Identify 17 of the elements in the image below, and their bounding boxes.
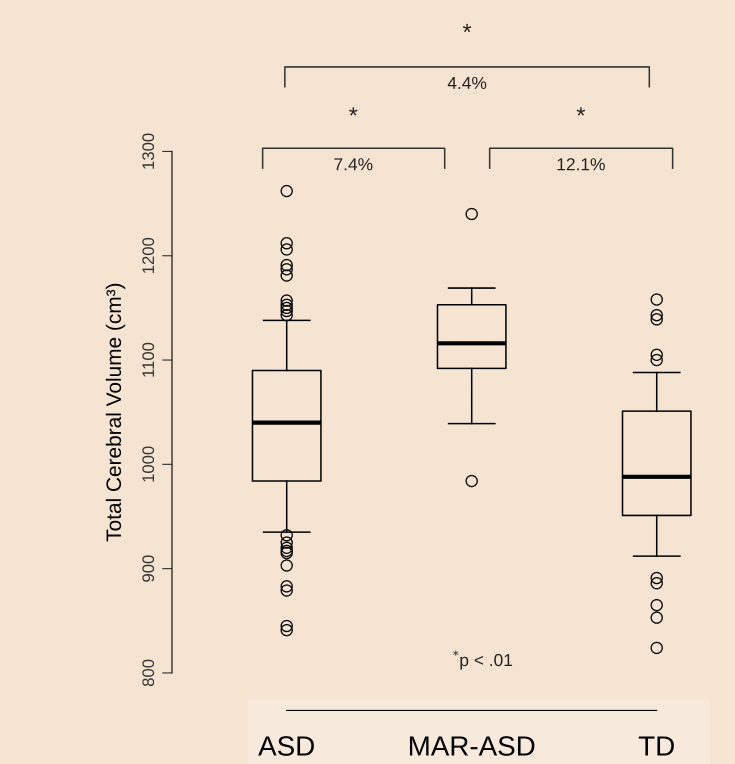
text: *: [462, 24, 472, 32]
text: *: [349, 107, 358, 116]
y-tick-label: 1300: [142, 134, 154, 169]
y-tick-label: 1000: [142, 446, 154, 482]
x-tick-label: ASD: [258, 736, 314, 756]
y-axis-title: Total Cerebral Volume (cm³): [106, 284, 126, 542]
x-tick-label: TD: [638, 736, 674, 756]
annotation: 12.1%: [558, 158, 605, 170]
annotation: 7.4%: [334, 158, 372, 170]
y-tick-label: 800: [142, 660, 154, 686]
text: 4.4%: [448, 76, 486, 90]
y-tick-label: 900: [142, 555, 154, 582]
x-tick-label: MAR-ASD: [410, 736, 534, 756]
y-tick-label: 1100: [142, 342, 154, 377]
annotation: $^{*}$p < .01: [453, 650, 512, 670]
y-tick-label: 1200: [142, 238, 154, 273]
text: *: [576, 107, 586, 116]
